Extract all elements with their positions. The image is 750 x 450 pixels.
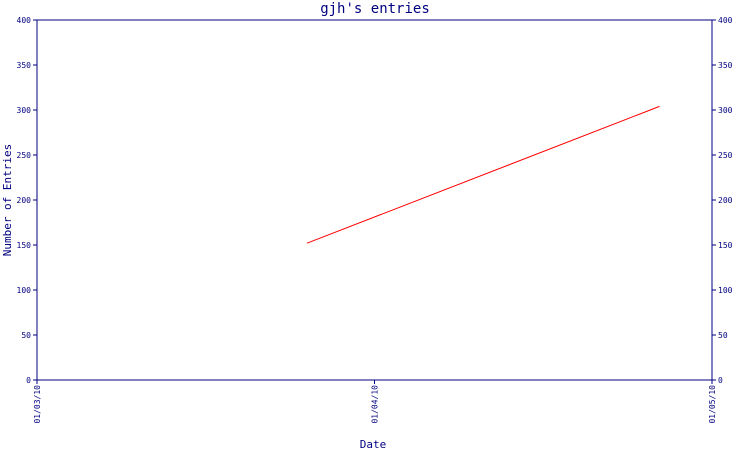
y-tick-label-left: 300 [17, 106, 32, 115]
y-tick-label-right: 400 [718, 16, 733, 25]
y-tick-label-left: 400 [17, 16, 32, 25]
y-tick-label-left: 200 [17, 196, 32, 205]
y-tick-label-left: 350 [17, 61, 32, 70]
y-tick-label-left: 100 [17, 286, 32, 295]
x-tick-label: 01/03/10 [33, 385, 42, 424]
x-tick-label: 01/04/10 [371, 385, 380, 424]
y-tick-label-left: 50 [21, 331, 31, 340]
y-tick-label-right: 300 [718, 106, 733, 115]
y-tick-label-right: 350 [718, 61, 733, 70]
y-axis-left: 0 50 100 150 200 250 300 350 400 [17, 16, 37, 385]
y-tick-label-right: 100 [718, 286, 733, 295]
series-layer [306, 105, 660, 244]
y-tick-label-left: 150 [17, 241, 32, 250]
y-tick-label-left: 0 [26, 376, 31, 385]
chart-title: gjh's entries [320, 1, 430, 17]
plot-frame [36, 19, 713, 381]
x-axis: 01/03/10 01/04/10 01/05/10 [33, 380, 717, 424]
y-tick-label-right: 250 [718, 151, 733, 160]
y-axis-right: 0 50 100 150 200 250 300 350 400 [712, 16, 733, 385]
series-line [306, 105, 660, 244]
x-tick-label: 01/05/10 [708, 385, 717, 424]
y-tick-label-right: 50 [718, 331, 728, 340]
y-axis-label: Number of Entries [1, 144, 14, 257]
y-tick-label-right: 200 [718, 196, 733, 205]
y-tick-label-left: 250 [17, 151, 32, 160]
y-tick-label-right: 0 [718, 376, 723, 385]
y-tick-label-right: 150 [718, 241, 733, 250]
x-axis-label: Date [360, 438, 387, 450]
